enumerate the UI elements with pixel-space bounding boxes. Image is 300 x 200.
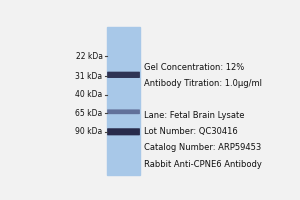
Text: 22 kDa: 22 kDa [76,52,103,61]
Text: Lot Number: QC30416: Lot Number: QC30416 [145,127,238,136]
Text: Lane: Fetal Brain Lysate: Lane: Fetal Brain Lysate [145,111,245,120]
Text: 40 kDa: 40 kDa [75,90,103,99]
FancyBboxPatch shape [107,72,140,78]
FancyBboxPatch shape [107,128,140,135]
Text: Antibody Titration: 1.0μg/ml: Antibody Titration: 1.0μg/ml [145,79,262,88]
Text: 90 kDa: 90 kDa [75,127,103,136]
Text: Gel Concentration: 12%: Gel Concentration: 12% [145,62,245,72]
FancyBboxPatch shape [107,109,140,114]
Bar [107,27,140,175]
Text: Catalog Number: ARP59453: Catalog Number: ARP59453 [145,143,262,152]
Text: Rabbit Anti-CPNE6 Antibody: Rabbit Anti-CPNE6 Antibody [145,160,262,169]
Text: 31 kDa: 31 kDa [76,72,103,81]
Text: 65 kDa: 65 kDa [75,109,103,118]
